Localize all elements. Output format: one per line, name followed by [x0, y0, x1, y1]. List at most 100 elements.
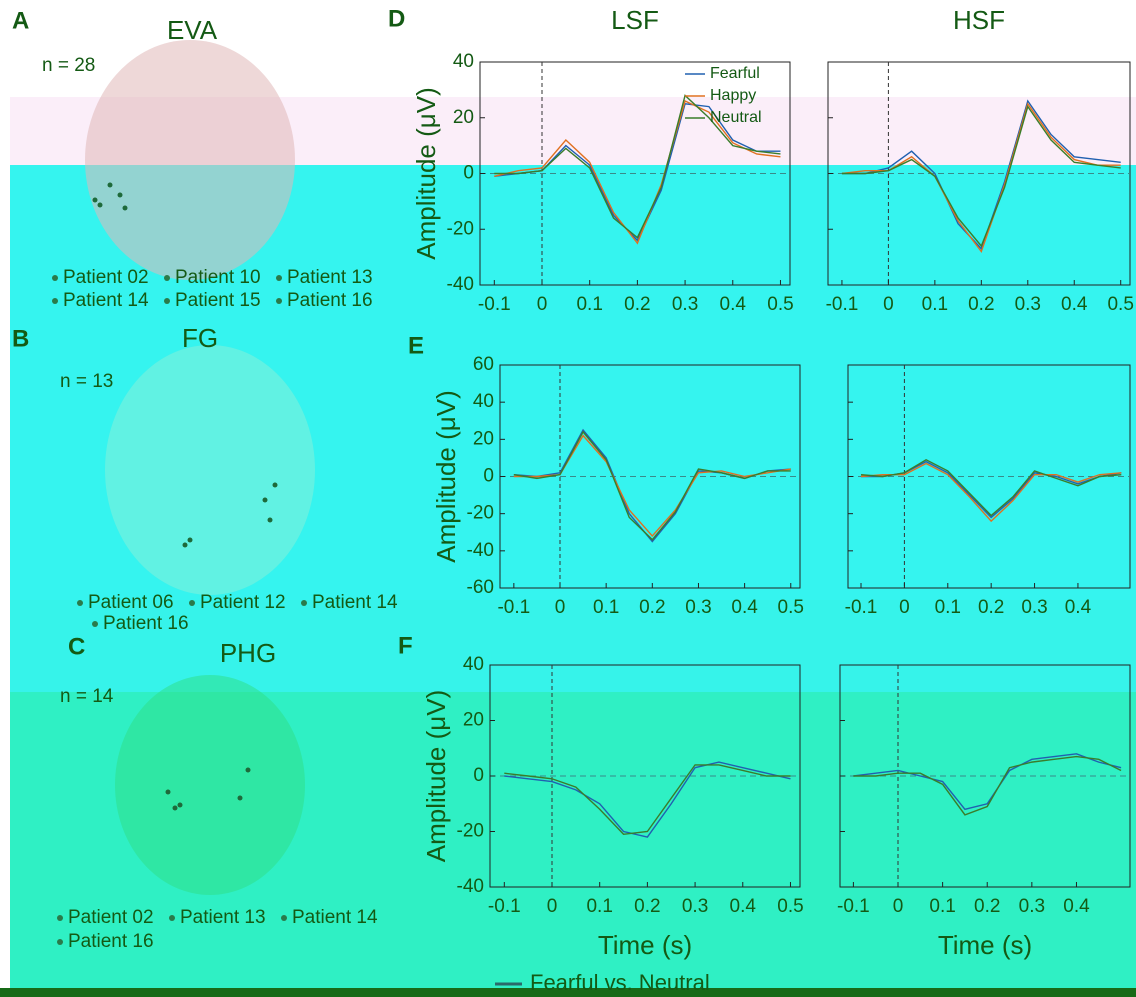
- x-tick-label: 0: [899, 597, 910, 618]
- brain: [115, 675, 305, 895]
- panel-title: PHG: [220, 638, 276, 668]
- panel-letter: E: [408, 332, 424, 359]
- y-tick-label: 0: [483, 466, 494, 487]
- panel-title: FG: [182, 323, 218, 353]
- legend-dot: [164, 298, 170, 304]
- x-tick-label: 0.2: [634, 896, 660, 917]
- footer-legend: Fearful vs. Neutral: [530, 970, 710, 995]
- x-tick-label: -0.1: [837, 896, 870, 917]
- legend-label: Patient 14: [312, 592, 398, 613]
- legend-label: Patient 10: [175, 267, 261, 288]
- n-label: n = 14: [60, 686, 114, 707]
- n-label: n = 28: [42, 55, 95, 76]
- x-tick-label: 0.2: [978, 597, 1004, 618]
- brain: [105, 345, 315, 595]
- y-tick-label: 20: [463, 710, 484, 731]
- chart-title: HSF: [953, 5, 1005, 35]
- y-axis-label: Amplitude (μV): [421, 690, 451, 862]
- y-tick-label: 0: [473, 765, 484, 786]
- glitch-band: [0, 988, 1136, 997]
- x-tick-label: 0.5: [1107, 294, 1133, 315]
- electrode: [267, 517, 273, 523]
- x-tick-label: 0.1: [929, 896, 955, 917]
- line-series: [494, 94, 781, 239]
- content: A EVA n = 28 Patient 02 Patient 10 Patient 13…: [12, 5, 1134, 995]
- x-tick-label: 0: [537, 294, 548, 315]
- x-tick-label: 0.2: [968, 294, 994, 315]
- x-tick-label: -0.1: [488, 896, 521, 917]
- y-tick-label: -60: [467, 577, 494, 598]
- x-tick-label: 0.3: [682, 896, 708, 917]
- legend-label: Patient 06: [88, 592, 174, 613]
- panel-title: EVA: [167, 15, 218, 45]
- y-tick-label: 60: [473, 354, 494, 375]
- y-tick-label: 0: [463, 163, 474, 184]
- y-tick-label: 40: [473, 391, 494, 412]
- legend-label: Patient 02: [63, 267, 149, 288]
- x-tick-label: 0.3: [685, 597, 711, 618]
- x-tick-label: 0.1: [586, 896, 612, 917]
- line-series: [860, 462, 1122, 523]
- panel-letter: F: [398, 632, 413, 659]
- x-tick-label: 0.2: [974, 896, 1000, 917]
- electrode: [182, 542, 188, 548]
- electrode: [97, 202, 103, 208]
- line-series: [860, 458, 1122, 517]
- x-tick-label: 0.3: [1019, 896, 1045, 917]
- legend-dot: [164, 275, 170, 281]
- y-axis-label: Amplitude (μV): [411, 87, 441, 259]
- legend-label: Fearful: [710, 65, 760, 82]
- line-series: [504, 764, 791, 836]
- electrode: [107, 182, 113, 188]
- brain: [85, 40, 295, 280]
- x-tick-label: 0.4: [730, 896, 757, 917]
- legend-label: Patient 13: [287, 267, 373, 288]
- x-tick-label: 0: [555, 597, 566, 618]
- x-tick-label: 0.2: [624, 294, 650, 315]
- n-label: n = 13: [60, 371, 113, 392]
- legend-dot: [189, 600, 195, 606]
- legend-dot: [276, 275, 282, 281]
- legend-label: Patient 16: [68, 931, 154, 952]
- electrode: [237, 795, 243, 801]
- legend-dot: [92, 621, 98, 627]
- line-series: [853, 755, 1122, 816]
- x-tick-label: 0.3: [1015, 294, 1041, 315]
- line-series: [841, 104, 1121, 248]
- legend-dot: [57, 939, 63, 945]
- y-tick-label: -40: [457, 876, 484, 897]
- legend-dot: [77, 600, 83, 606]
- electrode: [272, 482, 278, 488]
- line-series: [841, 99, 1121, 251]
- x-tick-label: -0.1: [826, 294, 859, 315]
- x-tick-label: 0.3: [1021, 597, 1047, 618]
- panel-letter: A: [12, 7, 29, 34]
- line-series: [513, 430, 791, 541]
- panel-letter: D: [388, 5, 405, 32]
- legend-dot: [276, 298, 282, 304]
- y-tick-label: -20: [447, 218, 474, 239]
- legend-dot: [301, 600, 307, 606]
- electrode: [92, 197, 98, 203]
- x-tick-label: 0.2: [639, 597, 665, 618]
- x-axis-label: Time (s): [938, 930, 1032, 960]
- chart-title: LSF: [611, 5, 659, 35]
- x-tick-label: 0.5: [767, 294, 793, 315]
- x-axis-label: Time (s): [598, 930, 692, 960]
- electrode: [187, 537, 193, 543]
- x-tick-label: 0.1: [593, 597, 619, 618]
- y-tick-label: -40: [467, 540, 494, 561]
- x-tick-label: 0: [893, 896, 904, 917]
- y-tick-label: -20: [467, 503, 494, 524]
- x-tick-label: 0.1: [922, 294, 948, 315]
- legend-label: Patient 13: [180, 907, 266, 928]
- electrode: [262, 497, 268, 503]
- legend-label: Patient 15: [175, 290, 261, 311]
- legend-label: Patient 02: [68, 907, 154, 928]
- legend-label: Patient 16: [287, 290, 373, 311]
- panel-letter: B: [12, 325, 29, 352]
- x-tick-label: 0.4: [1065, 597, 1092, 618]
- legend-label: Patient 12: [200, 592, 286, 613]
- legend-label: Patient 14: [292, 907, 378, 928]
